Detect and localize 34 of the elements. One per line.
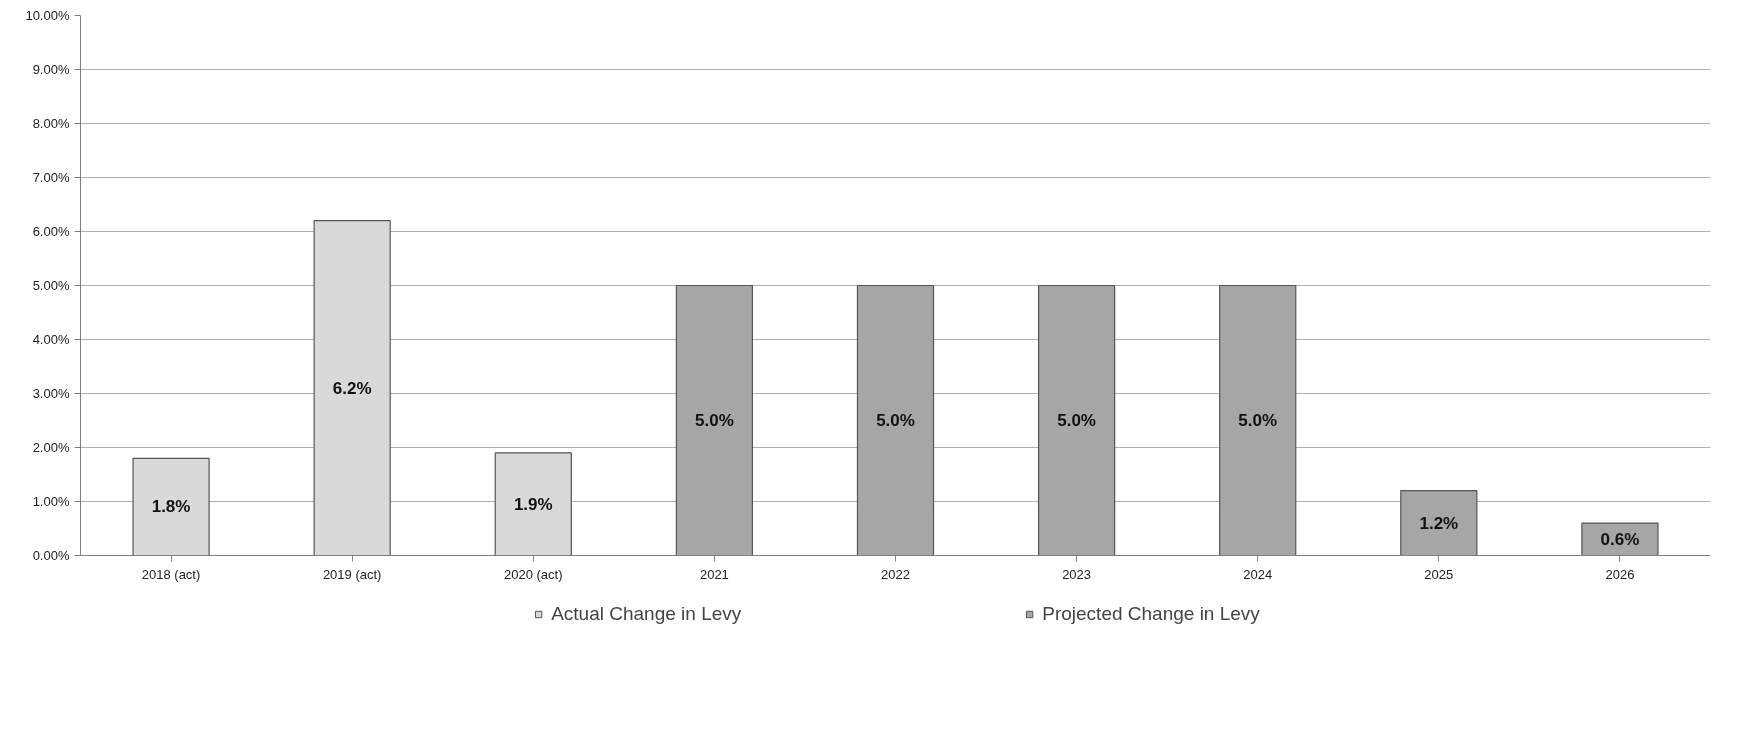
data-label: 5.0% (695, 411, 734, 430)
data-label: 0.6% (1600, 529, 1640, 549)
data-label: 1.2% (1419, 513, 1459, 533)
x-tick-label: 2023 (1062, 566, 1092, 582)
x-tick-label: 2022 (881, 566, 910, 582)
bar (313, 220, 391, 556)
x-tick-label: 2024 (1243, 566, 1273, 582)
y-tick-label: 7.00% (32, 170, 70, 185)
y-tick-label: 3.00% (32, 386, 70, 401)
x-tick-label: 2019 (act) (322, 566, 382, 582)
y-tick-label: 5.00% (32, 278, 70, 293)
data-label: 6.2% (332, 378, 372, 398)
x-tick-label: 2026 (1605, 566, 1635, 582)
y-tick-label: 8.00% (32, 116, 70, 131)
legend-label: Projected Change in Levy (1042, 603, 1260, 625)
x-tick-label: 2018 (act) (141, 566, 201, 582)
data-label: 1.9% (513, 494, 553, 514)
x-tick-label: 2020 (act) (504, 566, 563, 582)
y-tick-label: 1.00% (32, 494, 70, 509)
bar (132, 457, 210, 556)
bar (494, 452, 572, 556)
legend-label: Actual Change in Levy (551, 603, 742, 625)
x-tick-label: 2025 (1424, 566, 1454, 582)
data-label: 5.0% (876, 411, 915, 430)
y-tick-label: 0.00% (32, 548, 70, 563)
x-tick-label: 2021 (699, 566, 729, 582)
data-label: 5.0% (1057, 411, 1096, 430)
y-tick-label: 4.00% (32, 332, 70, 347)
y-tick-label: 2.00% (32, 440, 70, 455)
data-label: 5.0% (1238, 411, 1278, 430)
data-label: 1.8% (151, 497, 191, 517)
y-tick-label: 10.00% (25, 8, 70, 23)
y-tick-label: 6.00% (32, 224, 70, 239)
y-tick-label: 9.00% (32, 62, 70, 77)
